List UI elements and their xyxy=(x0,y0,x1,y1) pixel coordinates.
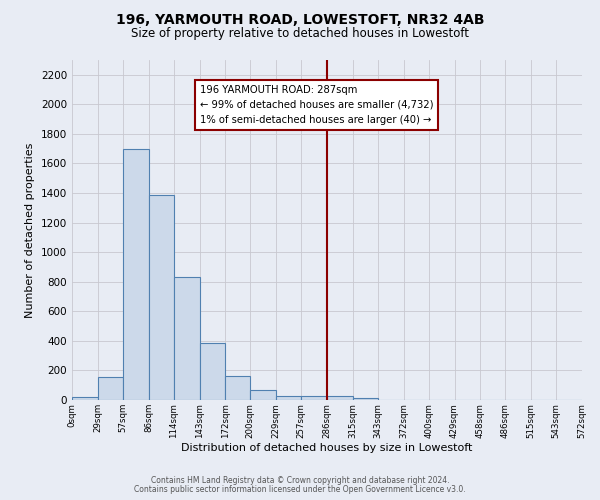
Bar xyxy=(72,397,98,400)
Bar xyxy=(276,396,301,400)
Bar xyxy=(353,398,378,400)
Y-axis label: Number of detached properties: Number of detached properties xyxy=(25,142,35,318)
Bar xyxy=(149,194,173,400)
Bar xyxy=(327,396,353,400)
Bar xyxy=(250,390,276,400)
Text: 196, YARMOUTH ROAD, LOWESTOFT, NR32 4AB: 196, YARMOUTH ROAD, LOWESTOFT, NR32 4AB xyxy=(116,12,484,26)
Text: Contains public sector information licensed under the Open Government Licence v3: Contains public sector information licen… xyxy=(134,484,466,494)
Bar xyxy=(199,343,226,400)
Bar xyxy=(226,376,250,400)
Text: Size of property relative to detached houses in Lowestoft: Size of property relative to detached ho… xyxy=(131,28,469,40)
Text: Contains HM Land Registry data © Crown copyright and database right 2024.: Contains HM Land Registry data © Crown c… xyxy=(151,476,449,485)
Bar xyxy=(123,148,149,400)
Bar xyxy=(98,377,123,400)
X-axis label: Distribution of detached houses by size in Lowestoft: Distribution of detached houses by size … xyxy=(181,443,473,453)
Text: 196 YARMOUTH ROAD: 287sqm
← 99% of detached houses are smaller (4,732)
1% of sem: 196 YARMOUTH ROAD: 287sqm ← 99% of detac… xyxy=(199,85,433,124)
Bar xyxy=(301,396,327,400)
Bar xyxy=(173,278,199,400)
